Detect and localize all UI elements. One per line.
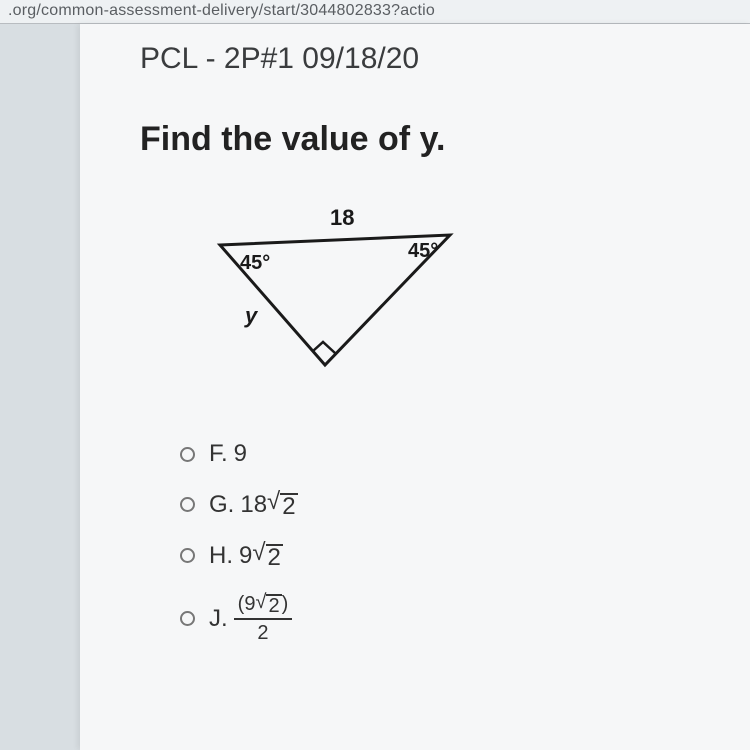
triangle-svg: 18 45° 45° y (190, 195, 490, 395)
option-H[interactable]: H. 9 √ 2 (180, 541, 710, 570)
radical-icon: √ (255, 592, 266, 612)
url-bar: .org/common-assessment-delivery/start/30… (0, 0, 750, 24)
url-text: .org/common-assessment-delivery/start/30… (8, 2, 435, 19)
num-prefix: (9 (238, 593, 256, 616)
option-letter: J. (209, 605, 228, 633)
option-letter: H. (209, 542, 233, 570)
option-letter: G. (209, 491, 234, 519)
radicand: 2 (280, 493, 297, 519)
radicand: 2 (266, 544, 283, 570)
radicand: 2 (266, 594, 281, 616)
options-list: F. 9 G. 18 √ 2 H. 9 √ 2 J. (180, 440, 710, 645)
option-coef: 9 (239, 542, 252, 570)
denominator: 2 (257, 620, 268, 645)
numerator: (9 √ 2 ) (234, 592, 293, 620)
option-value: 9 (234, 440, 247, 468)
radio-icon (180, 548, 195, 563)
left-side-label: y (244, 303, 259, 328)
top-side-label: 18 (330, 205, 354, 230)
fraction: (9 √ 2 ) 2 (234, 592, 293, 645)
option-G[interactable]: G. 18 √ 2 (180, 490, 710, 519)
option-F[interactable]: F. 9 (180, 440, 710, 468)
page-title: PCL - 2P#1 09/18/20 (140, 42, 710, 76)
right-angle-mark (313, 342, 335, 353)
triangle-figure: 18 45° 45° y (190, 195, 710, 400)
radio-icon (180, 447, 195, 462)
sqrt-expr: √ 2 (267, 490, 298, 519)
option-coef: 18 (240, 491, 267, 519)
sqrt-expr: √ 2 (255, 592, 281, 616)
left-angle-label: 45° (240, 252, 270, 274)
page-content: PCL - 2P#1 09/18/20 Find the value of y.… (80, 24, 750, 750)
radical-icon: √ (267, 490, 280, 514)
radio-icon (180, 497, 195, 512)
num-suffix: ) (282, 593, 289, 616)
sqrt-expr: √ 2 (252, 541, 283, 570)
option-letter: F. (209, 440, 228, 468)
question-text: Find the value of y. (140, 120, 710, 159)
option-J[interactable]: J. (9 √ 2 ) 2 (180, 592, 710, 645)
radio-icon (180, 611, 195, 626)
right-angle-label: 45° (408, 240, 438, 262)
radical-icon: √ (252, 541, 265, 565)
